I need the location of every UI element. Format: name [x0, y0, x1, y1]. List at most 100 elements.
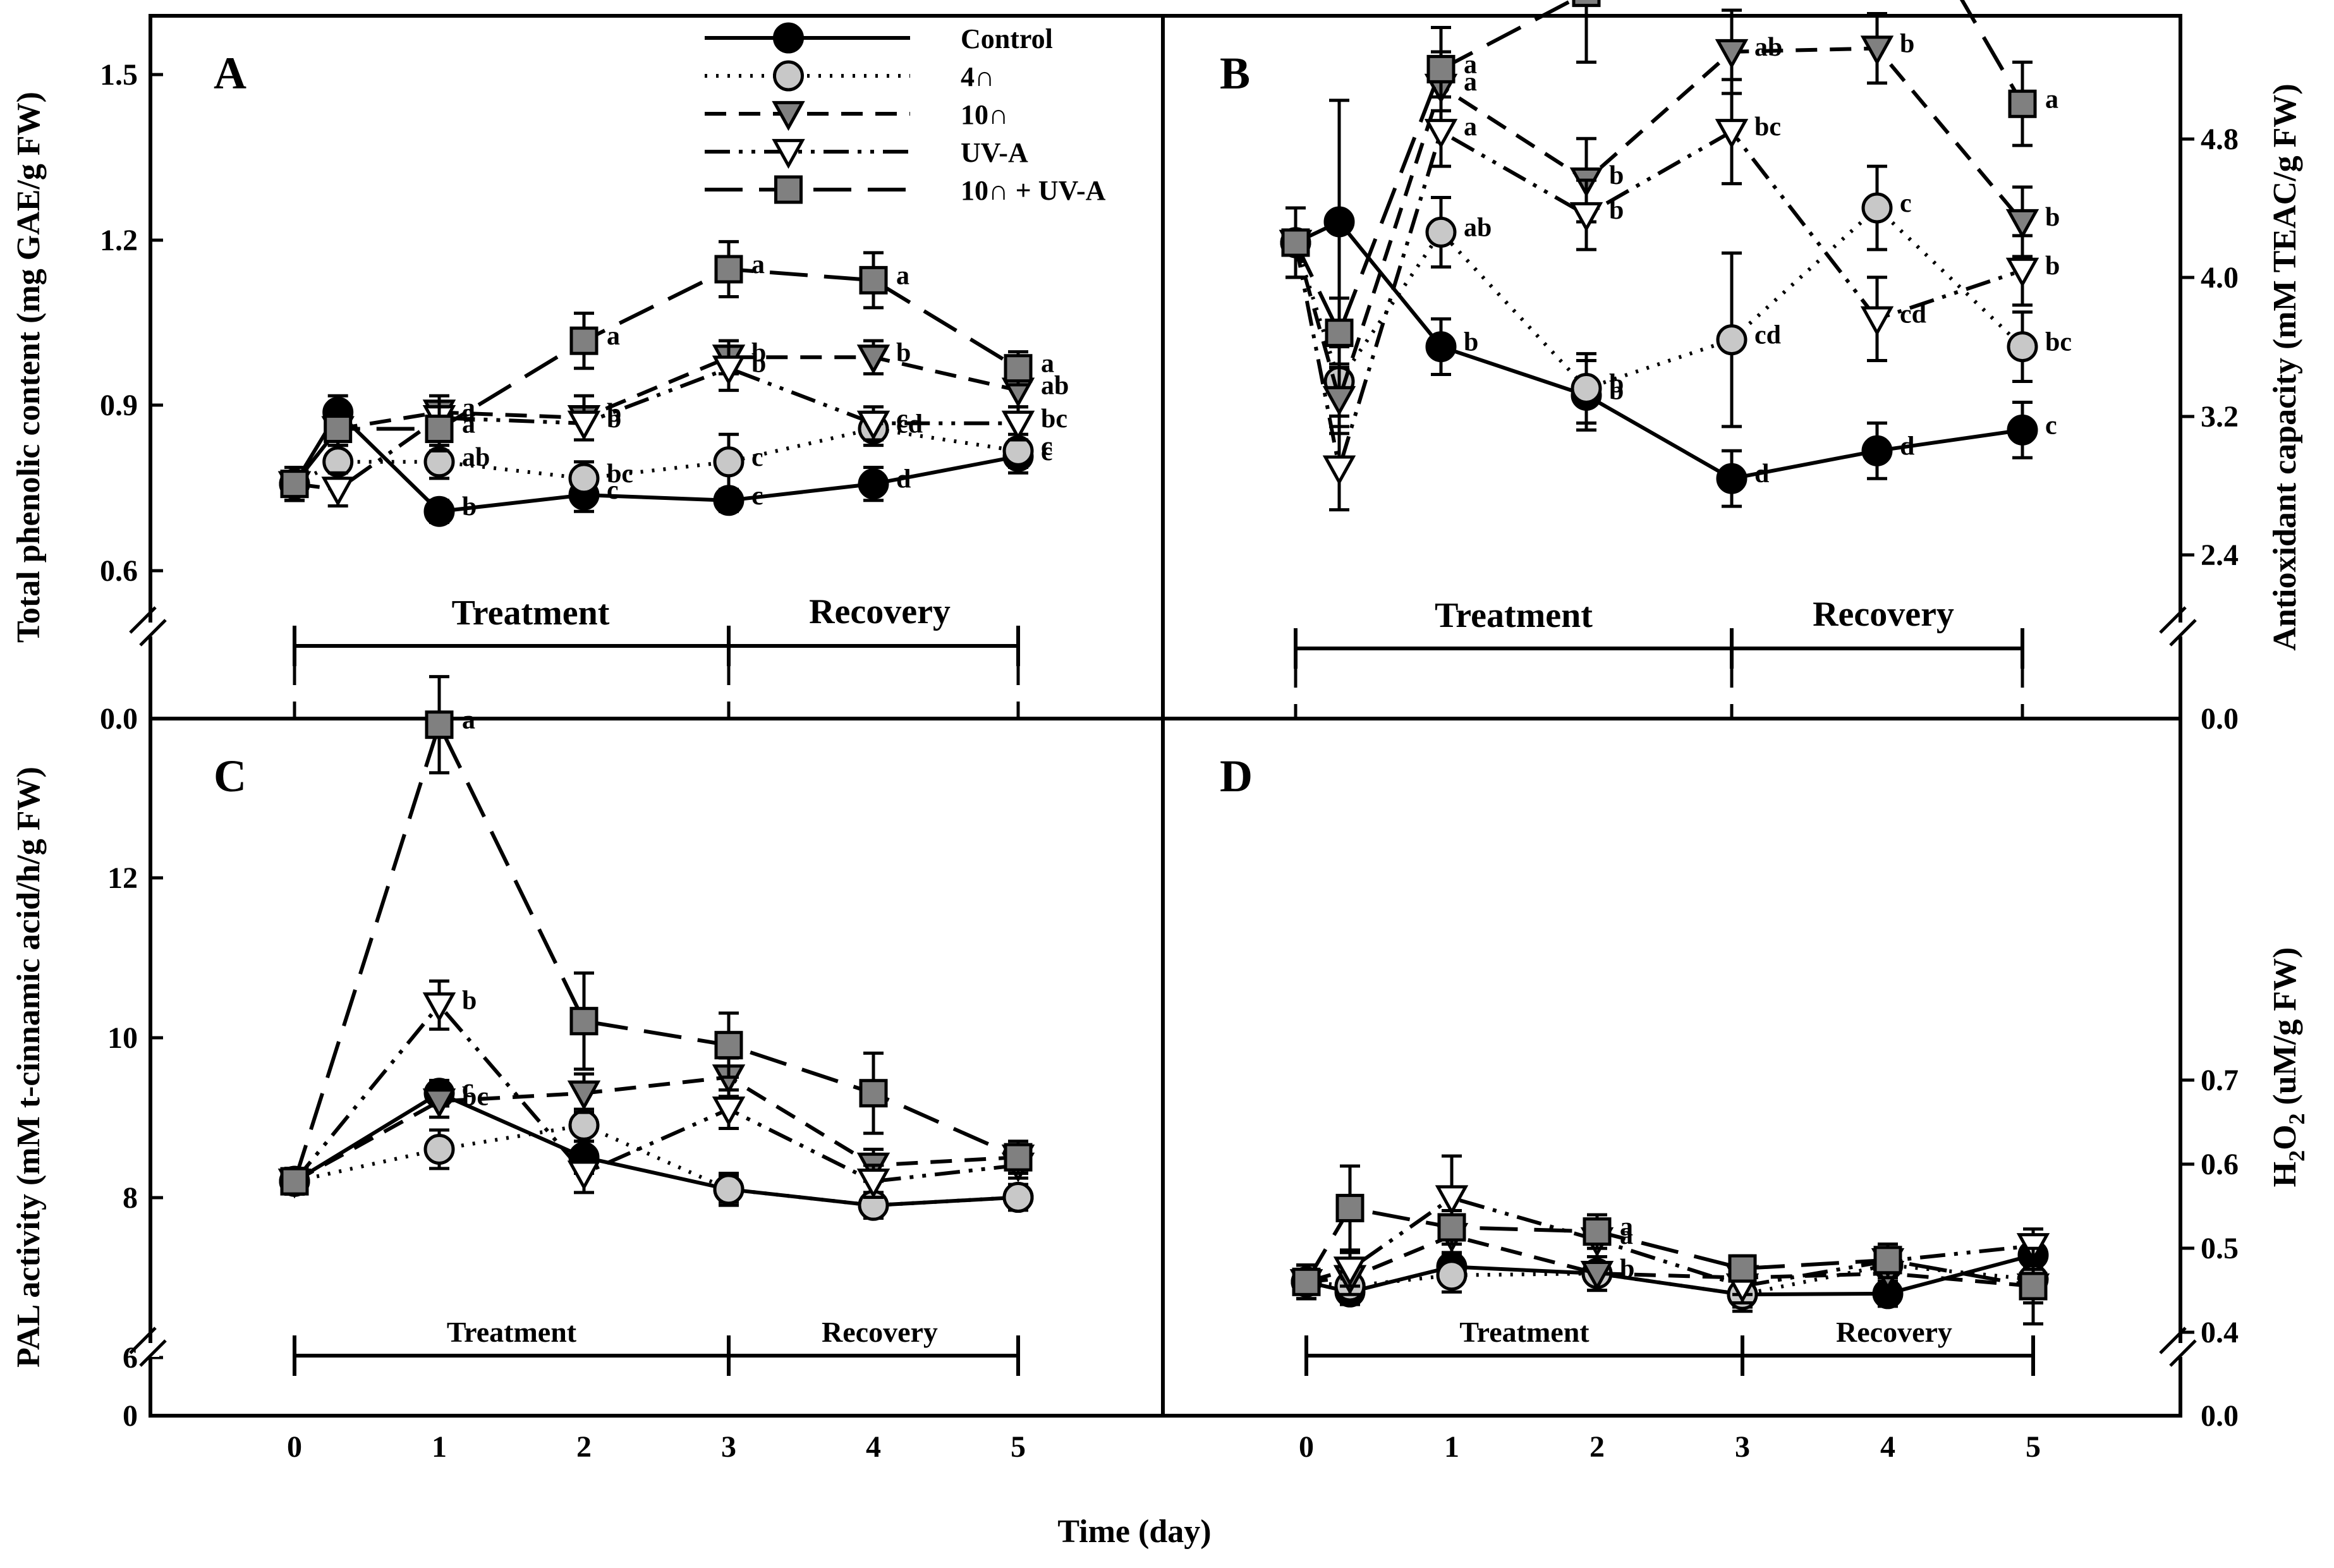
- data-point: [1292, 1267, 1321, 1296]
- data-point: [567, 1080, 601, 1110]
- data-point: [422, 992, 456, 1023]
- significance-label: c: [751, 443, 763, 472]
- significance-label: c: [1900, 189, 1912, 218]
- data-point: [1572, 0, 1601, 8]
- data-point: [280, 470, 309, 499]
- significance-label: a: [1464, 68, 1477, 97]
- significance-label: c: [1041, 437, 1053, 466]
- x-tick-label: 0: [1299, 1430, 1314, 1464]
- significance-label: cd: [1900, 300, 1926, 329]
- y-tick-label: 0.9: [100, 389, 138, 422]
- legend-marker: [773, 60, 804, 92]
- panel-b: B 2.4 3.2 4.0 4.8 0.0 Antioxidant capacity (mM…: [1161, 0, 2303, 736]
- data-point: [1425, 216, 1457, 248]
- x-axis-title: Time (day): [1057, 1514, 1211, 1550]
- recovery-label: Recovery: [1813, 595, 1954, 634]
- y-tick-label: 0.6: [2201, 1148, 2239, 1181]
- data-point: [1004, 1143, 1033, 1172]
- treatment-label: Treatment: [1459, 1316, 1589, 1348]
- data-point: [1571, 372, 1602, 404]
- significance-label: b: [1620, 1255, 1634, 1284]
- data-point: [324, 415, 353, 444]
- data-point: [1860, 35, 1894, 66]
- significance-label: a: [1464, 112, 1477, 142]
- data-point: [2007, 331, 2038, 363]
- y-axis-title: H2O2 (uM/g FW): [2267, 947, 2309, 1188]
- legend-marker: [772, 100, 805, 131]
- significance-label: a: [462, 399, 475, 428]
- legend-label: 10∩ + UV-A: [961, 175, 1106, 206]
- data-point: [567, 1160, 601, 1191]
- y-tick-label: 1.5: [100, 58, 138, 92]
- series-10n-uv-a: a: [280, 675, 1033, 1196]
- legend-label: Control: [961, 23, 1053, 54]
- legend-label: UV-A: [961, 137, 1028, 168]
- panel-letter: D: [1220, 751, 1253, 801]
- data-point: [1861, 435, 1893, 466]
- series-line: [293, 719, 1019, 1182]
- x-tick-label: 0: [287, 1430, 302, 1464]
- series-10n-uv-a: a: [1292, 1164, 2048, 1326]
- significance-label: bc: [607, 459, 633, 489]
- data-point: [1001, 410, 1035, 441]
- data-point: [568, 463, 600, 494]
- axis-break-mark: [2159, 1327, 2197, 1367]
- significance-label: d: [896, 465, 911, 494]
- data-point: [569, 1007, 599, 1036]
- series-line: [293, 1075, 1019, 1183]
- legend-label: 10∩: [961, 99, 1009, 130]
- significance-label: c: [1041, 432, 1053, 461]
- treatment-label: Treatment: [1435, 596, 1593, 635]
- significance-label: c: [896, 404, 908, 434]
- x-tick-label: 3: [721, 1430, 736, 1464]
- data-point: [2007, 414, 2038, 446]
- data-point: [1436, 1260, 1468, 1291]
- data-point: [856, 1169, 890, 1199]
- x-tick-label: 5: [2026, 1430, 2041, 1464]
- significance-label: d: [1754, 459, 1769, 489]
- data-point: [1437, 1213, 1466, 1242]
- x-tick-label: 4: [866, 1430, 881, 1464]
- significance-label: bc: [462, 1082, 489, 1111]
- significance-label: b: [2045, 203, 2060, 232]
- y-axis-title: Antioxidant capacity (mM TEAC/g FW): [2267, 83, 2303, 650]
- y-break-label: 0.0: [100, 702, 138, 736]
- data-point: [713, 446, 745, 478]
- significance-label: a: [462, 410, 475, 439]
- data-point: [713, 1174, 745, 1205]
- significance-label: b: [2045, 252, 2060, 281]
- panels: A 0.6 0.9 1.2 1.5 0.0 Total phenolic content (…: [11, 0, 2309, 1464]
- significance-label: b: [751, 338, 766, 367]
- significance-label: ab: [1041, 372, 1069, 401]
- legend-item-control: Control: [705, 22, 1053, 54]
- data-point: [423, 1133, 455, 1165]
- data-point: [1861, 192, 1893, 224]
- x-tick-label: 5: [1011, 1430, 1026, 1464]
- data-point: [1335, 1193, 1365, 1222]
- significance-label: b: [462, 986, 477, 1015]
- data-point: [425, 710, 454, 739]
- y-tick-label: 8: [123, 1181, 138, 1215]
- data-point: [1426, 54, 1456, 83]
- data-point: [422, 1088, 456, 1119]
- significance-label: c: [607, 476, 619, 505]
- legend-label: 4∩: [961, 61, 995, 92]
- data-point: [2005, 209, 2039, 240]
- data-point: [1424, 119, 1458, 149]
- data-point: [568, 1109, 600, 1141]
- significance-label: c: [462, 1074, 474, 1103]
- y-break-label: 0: [123, 1399, 138, 1433]
- y-tick-label: 4.0: [2201, 261, 2239, 295]
- legend-marker: [774, 175, 803, 204]
- x-tick-label: 1: [432, 1430, 447, 1464]
- axis-break-mark: [2159, 606, 2197, 647]
- data-point: [1580, 1260, 1614, 1291]
- significance-label: a: [1609, 0, 1622, 3]
- significance-label: b: [896, 338, 911, 367]
- data-point: [856, 410, 890, 441]
- y-tick-label: 2.4: [2201, 538, 2239, 572]
